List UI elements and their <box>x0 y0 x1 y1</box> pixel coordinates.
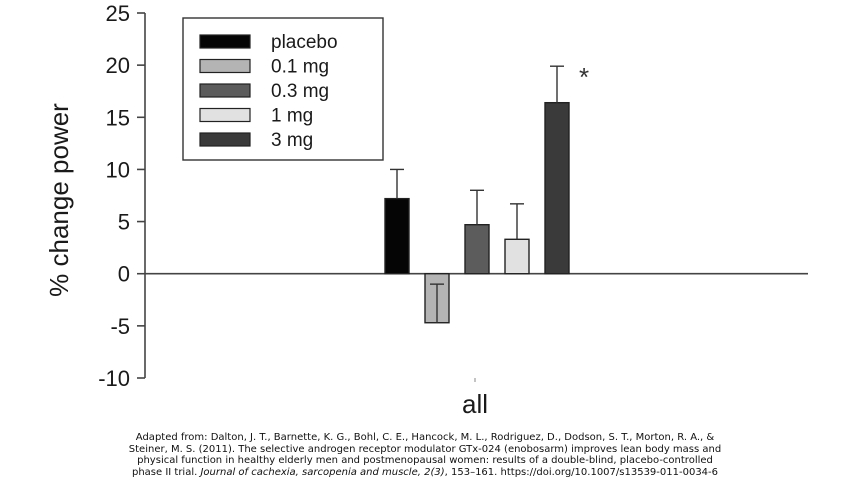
caption-line-4: phase II trial. Journal of cachexia, sar… <box>15 467 835 479</box>
y-tick-label: 20 <box>106 53 130 78</box>
y-tick-label: 10 <box>106 157 130 182</box>
y-tick-label: 15 <box>106 105 130 130</box>
legend-label: 0.1 mg <box>271 57 329 78</box>
bar-0_3-mg <box>464 223 490 275</box>
y-axis-title: % change power <box>44 103 74 297</box>
y-tick-label: 25 <box>106 1 130 26</box>
legend-label: 0.3 mg <box>271 81 329 102</box>
legend-label: 3 mg <box>271 130 313 151</box>
legend-swatch <box>199 107 251 123</box>
bar-placebo <box>384 197 410 275</box>
significance-marker: * <box>579 62 589 92</box>
caption-line-2: Steiner, M. S. (2011). The selective and… <box>128 443 722 455</box>
legend-swatch <box>199 132 251 147</box>
citation-caption: Adapted from: Dalton, J. T., Barnette, K… <box>15 432 835 478</box>
y-tick-label: -10 <box>98 366 130 391</box>
caption-suffix: , 153–161. https://doi.org/10.1007/s1353… <box>444 466 719 478</box>
caption-line-3: physical function in healthy elderly men… <box>137 455 713 466</box>
x-axis-title: all <box>462 389 488 419</box>
bar-3-mg <box>544 101 570 275</box>
caption-prefix: phase II trial. <box>131 466 198 478</box>
caption-line-1: Adapted from: Dalton, J. T., Barnette, K… <box>135 432 715 443</box>
bar-1-mg <box>504 238 530 275</box>
y-tick-label: 0 <box>118 262 130 287</box>
y-tick-label: 5 <box>118 210 130 235</box>
bar-chart: 25 20 15 10 5 0 -5 -10 * placebo 0.1 mg 0.3 mg 1 m… <box>44 1 808 419</box>
bars: * <box>384 62 589 324</box>
legend-swatch <box>199 83 251 98</box>
legend-label: 1 mg <box>271 106 313 127</box>
legend-swatch <box>199 34 251 49</box>
legend-label: placebo <box>271 32 338 53</box>
caption-journal: Journal of cachexia, sarcopenia and musc… <box>200 466 445 478</box>
legend-swatch <box>199 58 251 74</box>
y-tick-label: -5 <box>110 314 130 339</box>
axes: 25 20 15 10 5 0 -5 -10 <box>98 1 808 391</box>
legend: placebo 0.1 mg 0.3 mg 1 mg 3 mg <box>182 17 384 161</box>
